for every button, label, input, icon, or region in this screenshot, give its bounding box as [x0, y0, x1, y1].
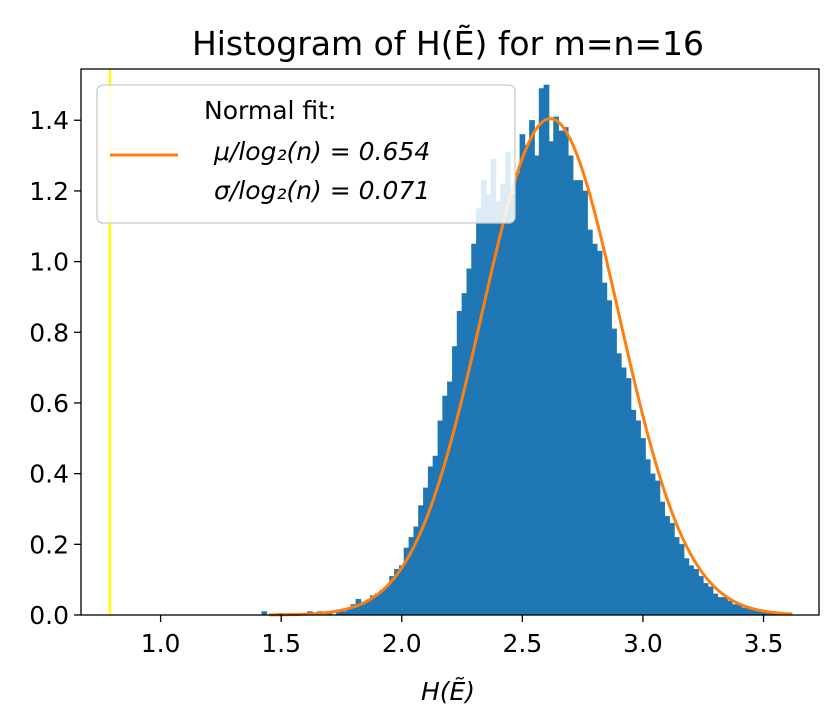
- histogram-bar: [722, 597, 728, 616]
- histogram-bar: [485, 194, 492, 616]
- y-tick-label: 0.4: [29, 460, 69, 489]
- legend: Normal fit: μ/log₂(n) = 0.654 σ/log₂(n) …: [96, 84, 516, 224]
- histogram-bar: [432, 455, 439, 616]
- legend-line-3: σ/log₂(n) = 0.071: [214, 176, 430, 205]
- histogram-bar: [664, 515, 670, 616]
- histogram-bar: [717, 597, 723, 616]
- histogram-bar: [423, 487, 429, 616]
- histogram-bar: [669, 522, 675, 616]
- histogram-bar: [476, 208, 482, 616]
- x-tick-label: 1.0: [141, 629, 181, 658]
- histogram-bar: [572, 180, 579, 616]
- x-axis-ticks: 1.0 1.5 2.0 2.5 3.0 3.5: [141, 615, 784, 658]
- histogram-bar: [601, 282, 608, 616]
- histogram-bar: [606, 300, 613, 616]
- histogram-bar: [538, 88, 545, 616]
- y-tick-label: 0.8: [29, 318, 69, 347]
- normal-fit-group: [269, 117, 793, 617]
- histogram-bar: [548, 141, 555, 616]
- histogram-bar: [360, 604, 367, 616]
- y-tick-label: 1.4: [29, 106, 69, 135]
- y-tick-label: 1.0: [29, 248, 69, 277]
- histogram-bar: [466, 268, 473, 616]
- histogram-bar: [524, 144, 531, 616]
- histogram-bar: [731, 604, 738, 616]
- histogram-bar: [562, 127, 569, 616]
- histogram-bar: [697, 575, 704, 616]
- histogram-bar: [451, 346, 458, 616]
- histogram-bar: [514, 173, 521, 616]
- histogram-bar: [678, 544, 685, 616]
- histogram-bar: [587, 229, 593, 616]
- x-tick-label: 3.5: [744, 629, 784, 658]
- histogram-bar: [702, 583, 709, 616]
- histogram-bar: [577, 180, 584, 616]
- x-tick-label: 2.5: [502, 629, 542, 658]
- histogram-bar: [529, 120, 535, 616]
- chart-title: Histogram of H(Ẽ) for m=n=16: [192, 24, 704, 63]
- histogram-bar: [379, 590, 386, 616]
- histogram-bar: [447, 381, 453, 616]
- histogram-bar: [644, 459, 651, 616]
- legend-box: [96, 84, 516, 224]
- histogram-bar: [741, 607, 748, 616]
- histogram-bar: [712, 593, 719, 616]
- histogram-bar: [620, 367, 627, 616]
- legend-line-2: μ/log₂(n) = 0.654: [213, 137, 430, 166]
- histogram-bar: [558, 130, 564, 616]
- histogram-bar: [654, 480, 661, 616]
- histogram-bar: [640, 438, 646, 616]
- histogram-bar: [649, 473, 656, 616]
- histogram-bar: [519, 134, 526, 616]
- histogram-bar: [673, 537, 680, 616]
- x-tick-label: 2.0: [382, 629, 422, 658]
- y-tick-label: 0.2: [29, 530, 69, 559]
- histogram-bar: [442, 395, 449, 616]
- y-tick-label: 0.6: [29, 389, 69, 418]
- histogram-bar: [427, 466, 434, 616]
- y-tick-label: 1.2: [29, 177, 69, 206]
- histogram-bar: [625, 378, 632, 616]
- histogram-bar: [630, 409, 637, 616]
- histogram-bar: [500, 183, 506, 616]
- histogram-bar: [495, 201, 502, 616]
- histogram-bar: [490, 158, 497, 616]
- histogram-bar: [683, 558, 690, 616]
- histogram-bar: [567, 155, 574, 616]
- histogram-bar: [461, 293, 468, 616]
- histogram-bar: [582, 190, 588, 616]
- histogram-bar: [456, 310, 463, 616]
- axes-frame: [80, 68, 820, 616]
- histogram-bar: [533, 155, 540, 616]
- histogram-bar: [693, 568, 699, 616]
- histogram-bar: [611, 328, 617, 616]
- x-tick-label: 3.0: [623, 629, 663, 658]
- histogram-bar: [543, 84, 550, 616]
- histogram-bar: [688, 565, 695, 616]
- histogram-bar: [635, 420, 641, 616]
- histogram-bar: [384, 586, 391, 616]
- x-axis-label: H(Ẽ): [421, 676, 475, 706]
- histogram-bar: [591, 243, 598, 616]
- histogram-bar: [659, 501, 666, 616]
- histogram-bar: [418, 505, 424, 616]
- y-tick-label: 0.0: [29, 601, 69, 630]
- histogram-bar: [596, 250, 603, 616]
- normal-fit-curve: [269, 117, 793, 617]
- histogram-bar: [509, 194, 516, 616]
- histogram-bar: [615, 353, 622, 616]
- histogram-bar: [726, 600, 733, 616]
- y-axis-ticks: 0.0 0.2 0.4 0.6 0.8 1.0 1.2 1.4: [29, 106, 81, 630]
- legend-line-1: Normal fit:: [204, 96, 336, 125]
- histogram-bar: [437, 420, 444, 616]
- histogram-bar: [480, 180, 487, 616]
- histogram-bar: [707, 586, 714, 616]
- x-tick-label: 1.5: [261, 629, 301, 658]
- histogram-bar: [553, 116, 559, 616]
- histogram-bar: [471, 243, 477, 616]
